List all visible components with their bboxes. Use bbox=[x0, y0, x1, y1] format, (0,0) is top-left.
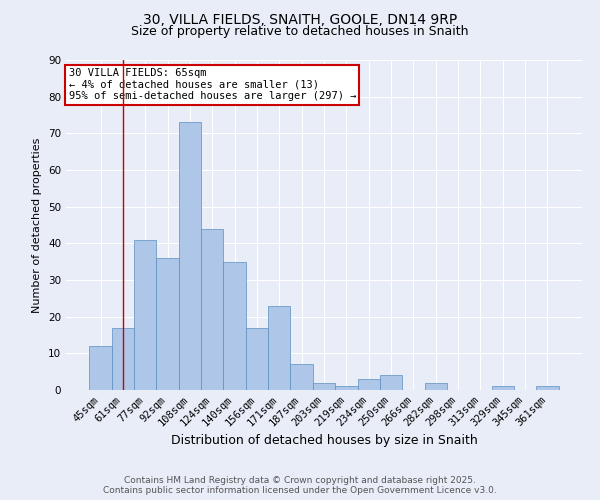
Bar bbox=[491, 386, 514, 390]
Bar bbox=[425, 382, 447, 390]
Bar bbox=[157, 258, 179, 390]
X-axis label: Distribution of detached houses by size in Snaith: Distribution of detached houses by size … bbox=[170, 434, 478, 447]
Text: Contains HM Land Registry data © Crown copyright and database right 2025.
Contai: Contains HM Land Registry data © Crown c… bbox=[103, 476, 497, 495]
Bar bbox=[201, 228, 223, 390]
Bar bbox=[179, 122, 201, 390]
Text: Size of property relative to detached houses in Snaith: Size of property relative to detached ho… bbox=[131, 25, 469, 38]
Bar bbox=[380, 376, 402, 390]
Bar bbox=[313, 382, 335, 390]
Bar bbox=[223, 262, 246, 390]
Text: 30 VILLA FIELDS: 65sqm
← 4% of detached houses are smaller (13)
95% of semi-deta: 30 VILLA FIELDS: 65sqm ← 4% of detached … bbox=[68, 68, 356, 102]
Bar bbox=[89, 346, 112, 390]
Bar bbox=[536, 386, 559, 390]
Bar bbox=[246, 328, 268, 390]
Bar bbox=[268, 306, 290, 390]
Bar bbox=[290, 364, 313, 390]
Bar bbox=[335, 386, 358, 390]
Bar bbox=[112, 328, 134, 390]
Y-axis label: Number of detached properties: Number of detached properties bbox=[32, 138, 43, 312]
Bar bbox=[358, 379, 380, 390]
Bar bbox=[134, 240, 157, 390]
Text: 30, VILLA FIELDS, SNAITH, GOOLE, DN14 9RP: 30, VILLA FIELDS, SNAITH, GOOLE, DN14 9R… bbox=[143, 12, 457, 26]
